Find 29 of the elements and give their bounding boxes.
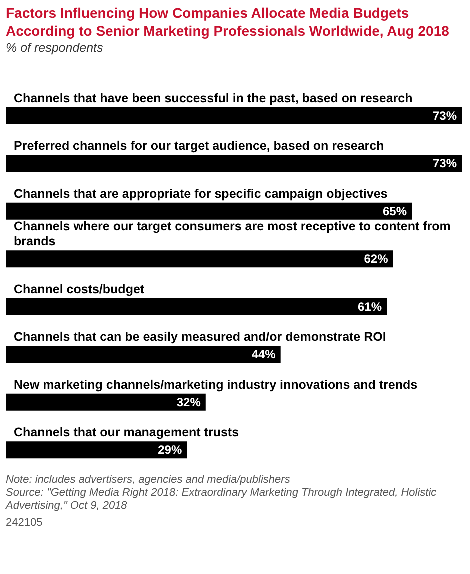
bar: [6, 298, 388, 316]
bar: [6, 155, 462, 172]
y-tick-label: New marketing channels/marketing industry innovations and trends: [14, 378, 418, 392]
bar: [6, 346, 281, 364]
data-label: 61%: [358, 300, 382, 314]
y-tick-label: Preferred channels for our target audience, based on research: [14, 139, 384, 154]
source-note: Source: "Getting Media Right 2018: Extraordinary Marketing Through Integrated, Holistic Advertising," Oct 9, 2018: [6, 487, 438, 513]
y-tick-label: Channels that are appropriate for specific campaign objectives: [14, 186, 388, 201]
bar: [6, 250, 394, 268]
bar: [6, 442, 188, 459]
y-tick-label: Channels that our management trusts: [14, 426, 240, 440]
data-label: 73%: [432, 108, 458, 123]
data-label: 44%: [252, 348, 276, 362]
chart-subtitle: % of respondents: [5, 40, 104, 56]
y-tick-label: Channel costs/budget: [14, 282, 146, 296]
bar: [6, 107, 462, 124]
y-tick-label: Channels that can be easily measured and/or demonstrate ROI: [14, 330, 386, 344]
chart-title: Factors Influencing How Companies Allocate Media Budgets According to Senior Marketing Professionals Worldwide, Aug 2018: [5, 4, 450, 40]
data-label: 32%: [176, 395, 202, 410]
data-label: 65%: [382, 204, 408, 218]
y-tick-label: Channels that have been successful in the past, based on research: [14, 91, 413, 106]
data-label: 73%: [432, 156, 458, 171]
data-label: 62%: [364, 252, 389, 266]
text: Note: includes advertisers, agencies and media/publishers: [6, 474, 292, 487]
bar: [6, 202, 412, 220]
text: 242105: [6, 517, 44, 530]
data-label: 29%: [158, 443, 182, 458]
bar: [6, 394, 206, 411]
y-tick-label: Channels where our target consumers are most receptive to content from brands: [14, 220, 454, 249]
